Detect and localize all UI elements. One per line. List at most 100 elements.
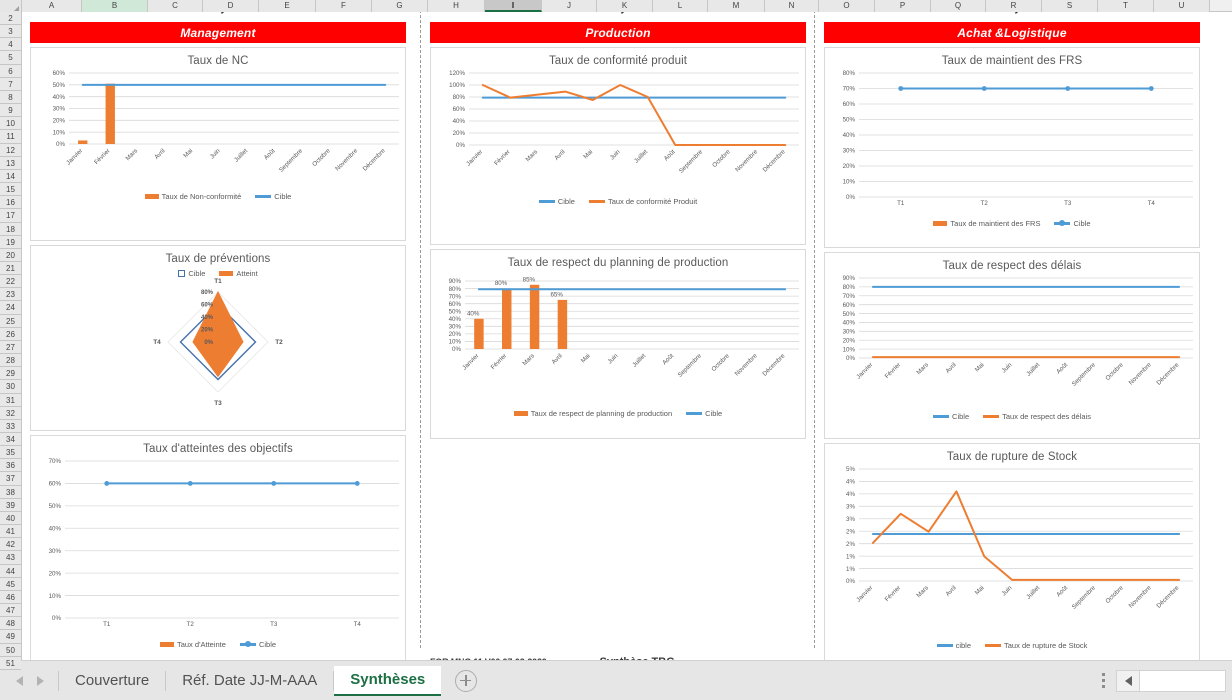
sheet-tab-1[interactable]: Couverture: [75, 672, 150, 689]
row-header-20[interactable]: 20: [0, 248, 21, 262]
row-header-40[interactable]: 40: [0, 511, 21, 526]
legend-item[interactable]: Taux d'Atteinte: [159, 640, 226, 649]
row-header-51[interactable]: 51: [0, 656, 21, 670]
column-header-l[interactable]: L: [653, 0, 708, 12]
row-header-37[interactable]: 37: [0, 472, 21, 486]
row-header-17[interactable]: 17: [0, 209, 21, 223]
scroll-left-icon[interactable]: [1117, 671, 1139, 691]
legend-taux-frs[interactable]: Taux de maintient des FRS Cible: [825, 219, 1199, 228]
next-sheet-icon[interactable]: [37, 675, 44, 686]
row-header-50[interactable]: 50: [0, 643, 21, 657]
chart-taux-nc[interactable]: Taux de NC 0% 10% 20% 30% 40% 50% 60% Janvier Fé…: [30, 47, 406, 241]
row-header-36[interactable]: 36: [0, 459, 21, 473]
row-header-38[interactable]: 38: [0, 485, 21, 499]
row-header-13[interactable]: 13: [0, 156, 21, 170]
column-header-q[interactable]: Q: [931, 0, 986, 12]
row-header-31[interactable]: 31: [0, 393, 21, 407]
legend-taux-delais[interactable]: Cible Taux de respect des délais: [825, 412, 1199, 421]
row-header-11[interactable]: 11: [0, 130, 21, 144]
row-header-34[interactable]: 34: [0, 433, 21, 447]
worksheet-grid[interactable]: Référence Date JJ-MM-AAAA Synthèse TBG R…: [22, 12, 1232, 660]
legend-item[interactable]: Cible: [178, 269, 205, 278]
legend-item[interactable]: cible: [936, 641, 971, 650]
legend-item[interactable]: Taux de Non-conformité: [144, 192, 241, 201]
row-header-48[interactable]: 48: [0, 617, 21, 631]
row-header-47[interactable]: 47: [0, 604, 21, 618]
column-header-t[interactable]: T: [1098, 0, 1154, 12]
legend-item[interactable]: Cible: [1054, 219, 1091, 228]
row-header-10[interactable]: 10: [0, 117, 21, 131]
row-header-49[interactable]: 49: [0, 630, 21, 644]
legend-item[interactable]: Taux de conformité Produit: [588, 197, 697, 206]
chart-taux-atteintes[interactable]: Taux d'atteintes des objectifs 0% 10% 20% 3…: [30, 435, 406, 660]
row-header-column[interactable]: 2 3 4 5 6 7 8 9 10 11 12 13 14 15 16 17 18 19 20 21 22 23 24 25…: [0, 12, 22, 670]
legend-taux-preventions[interactable]: Cible Atteint: [31, 269, 405, 278]
column-header-e[interactable]: E: [259, 0, 316, 12]
chart-taux-delais[interactable]: Taux de respect des délais 0% 10% 20% 30% 40…: [824, 252, 1200, 439]
tab-resize-handle-icon[interactable]: [1098, 670, 1108, 692]
legend-item[interactable]: Cible: [933, 412, 969, 421]
row-header-22[interactable]: 22: [0, 275, 21, 289]
row-header-45[interactable]: 45: [0, 577, 21, 591]
sheet-tab-bar[interactable]: Couverture Réf. Date JJ-M-AAA Synthèses: [0, 660, 1232, 700]
row-header-29[interactable]: 29: [0, 367, 21, 381]
row-header-46[interactable]: 46: [0, 590, 21, 605]
tabbar-right-controls[interactable]: [1098, 669, 1232, 692]
column-header-d[interactable]: D: [203, 0, 259, 12]
row-header-18[interactable]: 18: [0, 222, 21, 236]
row-header-15[interactable]: 15: [0, 183, 21, 197]
row-header-3[interactable]: 3: [0, 25, 21, 39]
row-header-8[interactable]: 8: [0, 90, 21, 105]
row-header-4[interactable]: 4: [0, 38, 21, 52]
row-header-12[interactable]: 12: [0, 143, 21, 157]
column-header-p[interactable]: P: [875, 0, 931, 12]
row-header-23[interactable]: 23: [0, 288, 21, 302]
horizontal-scrollbar[interactable]: [1116, 669, 1226, 692]
row-header-19[interactable]: 19: [0, 235, 21, 249]
legend-taux-nc[interactable]: Taux de Non-conformité Cible: [31, 192, 405, 201]
row-header-25[interactable]: 25: [0, 314, 21, 328]
row-header-33[interactable]: 33: [0, 419, 21, 433]
column-header-u[interactable]: U: [1154, 0, 1210, 12]
legend-taux-conformite[interactable]: Cible Taux de conformité Produit: [431, 197, 805, 206]
column-header-c[interactable]: C: [148, 0, 203, 12]
column-header-g[interactable]: G: [372, 0, 428, 12]
row-header-16[interactable]: 16: [0, 196, 21, 210]
row-header-42[interactable]: 42: [0, 538, 21, 552]
legend-item[interactable]: Taux de respect des délais: [983, 412, 1091, 421]
legend-item[interactable]: Cible: [538, 197, 575, 206]
legend-item[interactable]: Taux de rupture de Stock: [985, 641, 1087, 650]
column-header-b[interactable]: B: [82, 0, 148, 12]
sheet-tab-2[interactable]: Réf. Date JJ-M-AAA: [182, 672, 318, 689]
column-header-i[interactable]: I: [485, 0, 542, 12]
column-header-s[interactable]: S: [1042, 0, 1098, 12]
legend-item[interactable]: Cible: [686, 409, 722, 418]
column-header-m[interactable]: M: [708, 0, 765, 12]
row-header-27[interactable]: 27: [0, 340, 21, 355]
legend-item[interactable]: Cible: [255, 192, 291, 201]
row-header-6[interactable]: 6: [0, 64, 21, 78]
previous-sheet-icon[interactable]: [16, 675, 23, 686]
row-header-30[interactable]: 30: [0, 380, 21, 394]
sheet-tab-3[interactable]: Synthèses: [334, 665, 442, 696]
legend-taux-atteintes[interactable]: Taux d'Atteinte Cible: [31, 640, 405, 649]
scrollbar-thumb[interactable]: [1139, 670, 1225, 691]
chart-taux-preventions[interactable]: Taux de préventions Cible Atteint 0% 20% 40…: [30, 245, 406, 431]
column-header-k[interactable]: K: [597, 0, 653, 12]
legend-item[interactable]: Taux de maintient des FRS: [933, 219, 1040, 228]
row-header-41[interactable]: 41: [0, 525, 21, 539]
column-header-n[interactable]: N: [765, 0, 819, 12]
row-header-7[interactable]: 7: [0, 77, 21, 91]
column-header-a[interactable]: A: [22, 0, 82, 12]
row-header-14[interactable]: 14: [0, 169, 21, 184]
row-header-5[interactable]: 5: [0, 51, 21, 65]
row-header-24[interactable]: 24: [0, 301, 21, 315]
row-header-44[interactable]: 44: [0, 564, 21, 578]
legend-item[interactable]: Taux de respect de planning de productio…: [513, 409, 672, 418]
row-header-9[interactable]: 9: [0, 104, 21, 118]
row-header-21[interactable]: 21: [0, 261, 21, 276]
chart-taux-planning[interactable]: Taux de respect du planning de productio…: [430, 249, 806, 439]
legend-taux-rupture[interactable]: cible Taux de rupture de Stock: [825, 641, 1199, 650]
column-header-o[interactable]: O: [819, 0, 875, 12]
